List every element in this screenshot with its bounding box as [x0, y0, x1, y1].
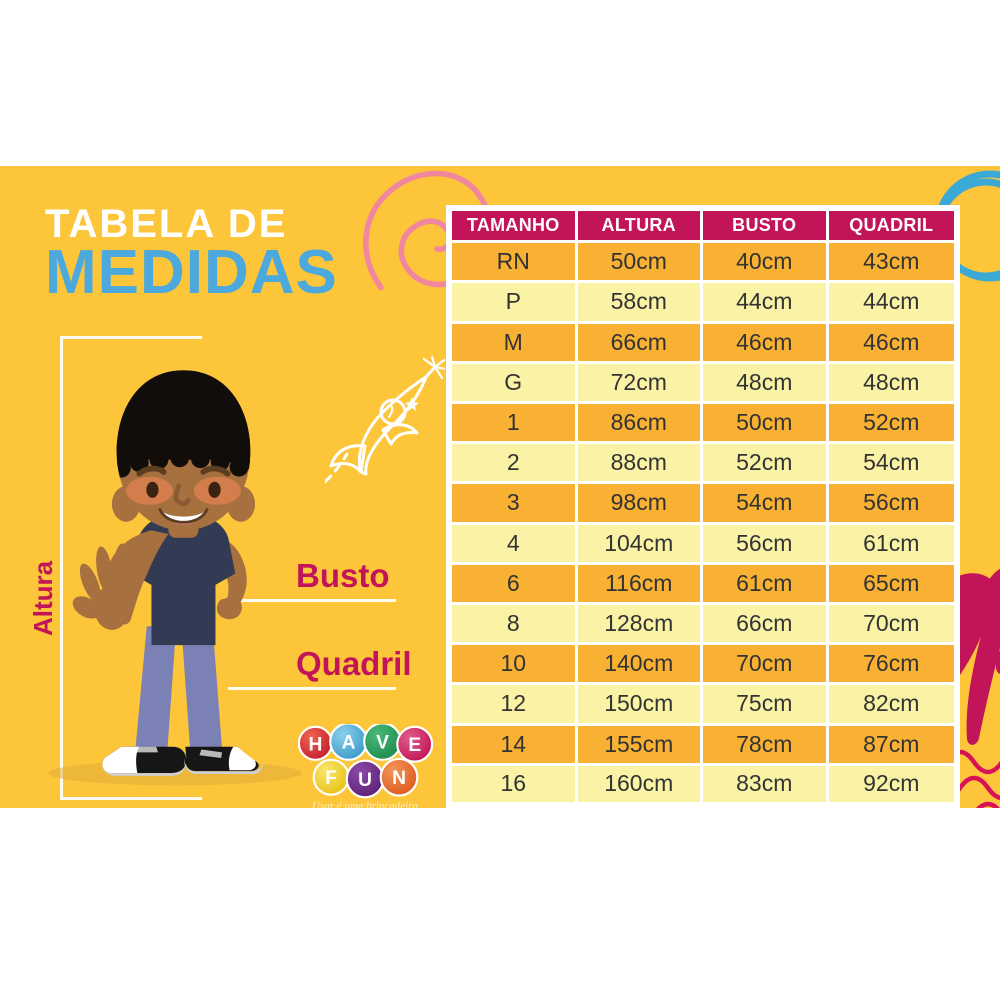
svg-text:A: A [342, 733, 356, 754]
svg-text:V: V [376, 733, 389, 754]
svg-text:U: U [358, 770, 372, 791]
svg-text:E: E [408, 735, 421, 756]
svg-text:N: N [392, 768, 406, 789]
